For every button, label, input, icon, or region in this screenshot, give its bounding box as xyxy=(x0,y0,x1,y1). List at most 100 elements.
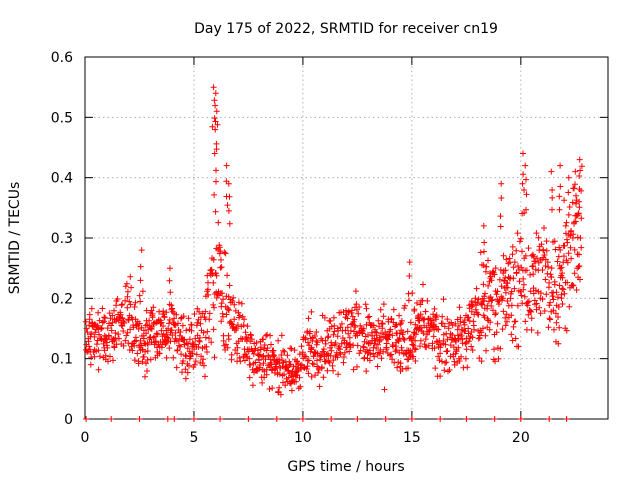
data-point xyxy=(370,322,377,329)
data-point xyxy=(564,259,571,266)
data-point xyxy=(147,356,154,363)
data-point xyxy=(267,332,274,339)
data-point xyxy=(124,304,131,311)
data-point xyxy=(338,320,345,327)
data-point xyxy=(569,282,576,288)
data-point xyxy=(218,318,225,325)
data-point xyxy=(212,126,219,133)
data-point xyxy=(203,343,210,350)
data-point xyxy=(553,289,560,296)
data-point xyxy=(92,329,99,336)
data-point xyxy=(139,288,146,295)
data-point xyxy=(180,313,187,320)
data-point xyxy=(569,199,576,206)
data-point xyxy=(226,307,232,314)
data-point xyxy=(521,293,528,300)
data-point xyxy=(153,338,159,345)
data-point xyxy=(331,322,338,329)
data-point xyxy=(149,323,156,330)
data-point xyxy=(511,285,518,292)
data-point xyxy=(392,348,399,355)
data-point xyxy=(548,168,555,175)
data-point xyxy=(91,333,98,340)
data-point xyxy=(193,351,200,358)
data-point xyxy=(550,296,557,303)
data-point xyxy=(252,359,259,366)
data-point xyxy=(567,244,574,251)
data-point xyxy=(573,192,579,199)
y-tick-label: 0.6 xyxy=(51,50,73,66)
data-point xyxy=(213,140,220,147)
data-point xyxy=(132,299,139,306)
data-point xyxy=(400,329,407,336)
data-point xyxy=(169,305,176,312)
data-point xyxy=(516,278,523,285)
data-point xyxy=(182,366,189,373)
data-point xyxy=(338,340,345,347)
data-point xyxy=(212,270,219,277)
x-tick-label: 20 xyxy=(512,430,530,446)
data-point xyxy=(192,358,199,365)
data-point xyxy=(99,305,106,312)
data-point xyxy=(108,327,115,334)
data-point xyxy=(209,123,216,130)
data-point xyxy=(422,336,429,343)
data-point xyxy=(510,323,517,330)
data-point xyxy=(102,315,109,321)
data-point xyxy=(116,335,122,342)
data-point xyxy=(153,330,160,337)
data-point xyxy=(521,187,527,193)
data-point xyxy=(204,328,211,335)
data-point xyxy=(249,366,256,373)
data-point xyxy=(143,360,149,367)
data-point xyxy=(509,337,516,344)
data-point xyxy=(104,344,111,351)
data-point xyxy=(564,239,571,246)
data-point xyxy=(148,307,155,314)
data-point xyxy=(123,280,130,287)
data-point xyxy=(440,338,447,344)
data-point xyxy=(322,340,329,347)
data-point xyxy=(488,297,495,304)
data-point xyxy=(146,322,153,329)
data-point xyxy=(517,235,524,242)
data-point xyxy=(332,340,339,346)
data-point xyxy=(577,167,584,174)
data-point xyxy=(552,310,559,317)
data-point xyxy=(352,324,359,330)
data-point xyxy=(444,316,451,323)
data-point xyxy=(446,367,453,373)
data-point xyxy=(365,331,371,338)
data-point xyxy=(543,291,550,298)
data-point xyxy=(472,295,479,302)
data-point xyxy=(256,357,262,364)
data-point xyxy=(492,310,499,317)
data-point xyxy=(384,335,391,342)
data-point xyxy=(211,115,218,122)
data-point xyxy=(349,307,355,314)
data-point xyxy=(160,308,167,315)
data-point xyxy=(396,312,403,319)
data-point xyxy=(325,358,332,365)
data-point xyxy=(255,347,261,354)
data-point xyxy=(576,186,583,193)
data-point xyxy=(485,282,492,289)
data-point xyxy=(572,168,579,175)
data-point xyxy=(182,375,189,382)
data-point xyxy=(174,347,181,353)
data-point xyxy=(412,358,419,364)
data-point xyxy=(240,322,247,329)
data-point xyxy=(376,338,383,345)
data-point xyxy=(456,358,463,364)
data-point xyxy=(377,306,384,313)
data-point xyxy=(537,310,544,317)
data-point xyxy=(576,198,583,205)
data-point xyxy=(543,247,550,254)
data-point xyxy=(475,335,482,342)
data-point xyxy=(111,344,118,351)
data-point xyxy=(205,286,211,293)
data-point xyxy=(541,252,548,258)
data-point xyxy=(234,344,241,351)
data-point xyxy=(127,326,134,333)
data-point xyxy=(561,290,568,297)
